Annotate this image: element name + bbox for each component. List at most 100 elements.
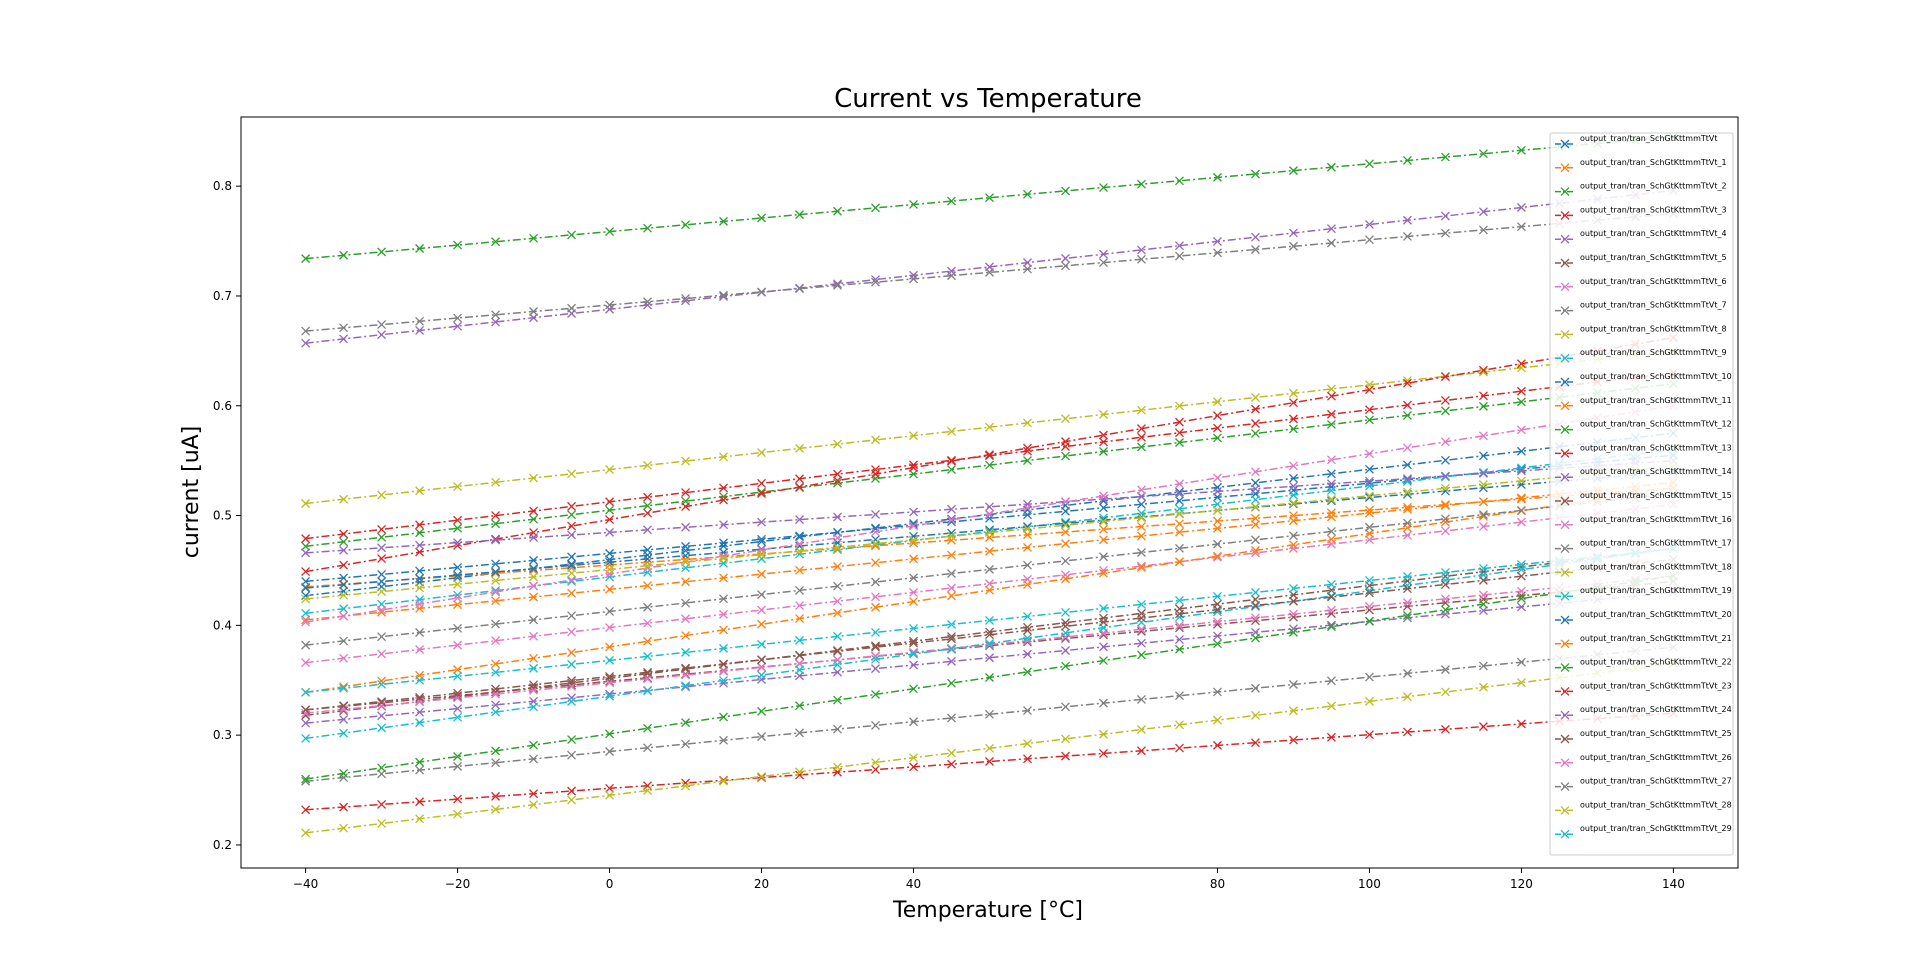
- legend-swatch-marker: [1560, 544, 1570, 554]
- data-point-marker: [301, 774, 311, 784]
- data-point-marker: [567, 750, 577, 760]
- data-point-marker: [985, 579, 994, 589]
- data-point-marker: [1137, 599, 1146, 609]
- data-point-marker: [1326, 579, 1336, 589]
- data-point-marker: [1023, 706, 1032, 716]
- data-point-marker: [833, 695, 842, 705]
- data-point-marker: [491, 477, 501, 487]
- data-point-marker: [719, 483, 728, 493]
- data-point-marker: [1023, 611, 1032, 621]
- data-point-marker: [643, 567, 653, 577]
- data-point-marker: [1440, 724, 1450, 734]
- data-point-marker: [1402, 502, 1412, 512]
- x-tick-label: 80: [1210, 877, 1225, 891]
- data-point-marker: [1023, 499, 1032, 509]
- data-point-marker: [1023, 667, 1032, 677]
- data-point-marker: [453, 623, 463, 633]
- data-point-marker: [377, 723, 387, 733]
- data-point-marker: [909, 649, 918, 659]
- data-point-marker: [567, 735, 577, 745]
- data-point-marker: [1289, 414, 1298, 424]
- data-point-marker: [643, 581, 653, 591]
- data-point-marker: [301, 617, 311, 627]
- data-point-marker: [1326, 162, 1336, 172]
- legend-swatch-marker: [1560, 329, 1570, 339]
- data-point-marker: [567, 693, 577, 703]
- legend-swatch-marker: [1560, 663, 1570, 673]
- data-point-marker: [1402, 518, 1412, 528]
- data-point-marker: [301, 687, 311, 697]
- data-point-marker: [1137, 492, 1146, 501]
- data-point-marker: [1440, 575, 1450, 585]
- data-point-marker: [1175, 519, 1184, 529]
- data-point-marker: [909, 753, 918, 763]
- data-point-marker: [1326, 479, 1336, 489]
- data-point-marker: [339, 714, 349, 724]
- data-point-marker: [1175, 691, 1184, 701]
- data-point-marker: [1251, 495, 1260, 505]
- data-point-marker: [415, 757, 425, 767]
- data-point-marker: [1099, 642, 1108, 652]
- legend-label: output_tran/tran_SchGtKttmmTtVt_9: [1580, 348, 1727, 357]
- data-point-marker: [833, 660, 842, 670]
- data-point-marker: [1175, 401, 1184, 411]
- data-point-marker: [833, 724, 842, 734]
- data-point-marker: [567, 521, 577, 531]
- legend-item: output_tran/tran_SchGtKttmmTtVt_2: [1555, 182, 1727, 197]
- data-point-marker: [339, 728, 349, 738]
- data-point-marker: [415, 583, 425, 593]
- data-point-marker: [985, 757, 994, 766]
- chart-title: Current vs Temperature: [834, 84, 1142, 114]
- data-point-marker: [681, 631, 691, 641]
- data-point-marker: [1137, 424, 1146, 434]
- data-point-marker: [567, 680, 577, 690]
- data-point-marker: [1516, 571, 1526, 581]
- data-point-marker: [947, 504, 956, 514]
- x-tick-label: −20: [445, 877, 470, 891]
- data-point-marker: [1099, 524, 1108, 534]
- data-point-marker: [1440, 687, 1450, 697]
- data-point-marker: [757, 675, 766, 684]
- data-point-marker: [757, 550, 766, 560]
- data-point-marker: [377, 676, 387, 686]
- series-25: [301, 555, 1678, 715]
- data-point-marker: [1402, 487, 1412, 497]
- data-point-marker: [1364, 491, 1374, 501]
- data-point-marker: [1402, 572, 1412, 581]
- x-tick-label: 100: [1358, 877, 1381, 891]
- data-point-marker: [1175, 479, 1184, 489]
- data-point-marker: [1099, 552, 1108, 562]
- data-point-marker: [795, 728, 804, 738]
- data-point-marker: [453, 809, 463, 819]
- data-point-marker: [1440, 455, 1450, 465]
- series-2: [301, 132, 1678, 264]
- legend-label: output_tran/tran_SchGtKttmmTtVt_22: [1580, 658, 1732, 667]
- series-7: [301, 209, 1678, 336]
- data-point-marker: [1213, 473, 1222, 483]
- data-point-marker: [1326, 591, 1336, 601]
- legend-swatch-marker: [1560, 282, 1570, 292]
- data-point-marker: [301, 582, 311, 592]
- data-point-marker: [491, 559, 501, 569]
- data-point-marker: [1326, 224, 1336, 234]
- data-point-marker: [947, 515, 956, 525]
- data-point-marker: [1289, 498, 1298, 508]
- data-point-marker: [1099, 568, 1108, 578]
- data-point-marker: [719, 675, 728, 685]
- data-point-marker: [1023, 649, 1032, 659]
- data-point-marker: [605, 606, 615, 616]
- data-point-marker: [947, 713, 956, 723]
- data-point-marker: [605, 527, 615, 537]
- data-point-marker: [491, 667, 501, 677]
- data-point-marker: [947, 196, 956, 206]
- data-point-marker: [301, 708, 311, 718]
- data-point-marker: [985, 585, 994, 595]
- data-point-marker: [377, 320, 387, 330]
- x-axis-ticks: −40 −20 0 20 40 80 100 120 140: [293, 868, 1685, 891]
- data-point-marker: [1516, 602, 1526, 612]
- data-point-marker: [1023, 637, 1032, 647]
- data-point-marker: [1289, 624, 1298, 634]
- data-point-marker: [453, 562, 463, 572]
- data-point-marker: [529, 514, 539, 524]
- data-point-marker: [1364, 616, 1374, 626]
